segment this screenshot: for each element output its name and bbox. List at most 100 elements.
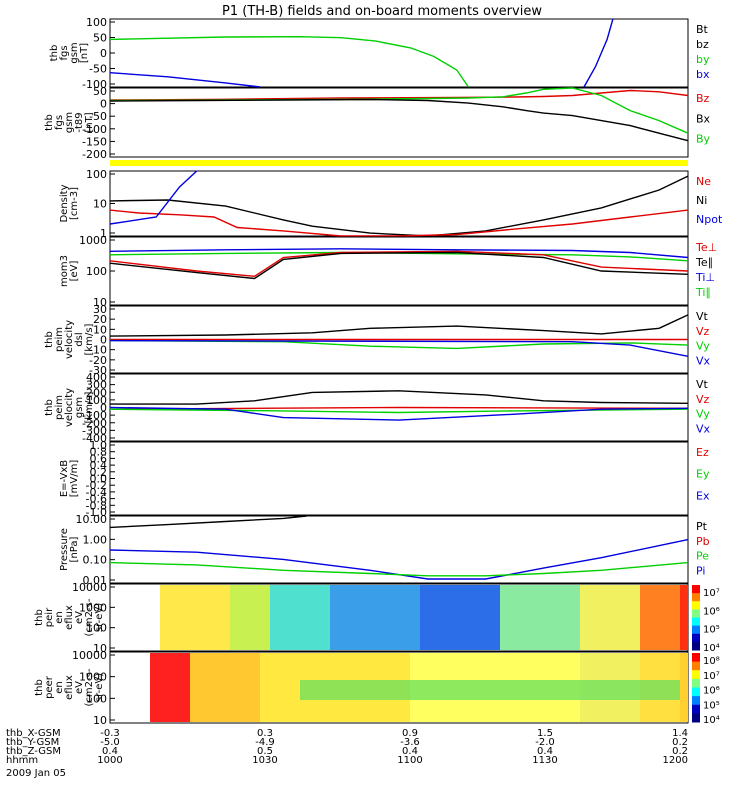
y-tick-label: 100: [86, 394, 107, 407]
y-tick-label: 30: [93, 303, 107, 316]
y-tick-label: -50: [89, 63, 107, 76]
y-tick-label: 100: [86, 168, 107, 181]
legend-entry: Ti∥: [695, 286, 711, 299]
colorbar-label: 10⁵: [703, 625, 720, 636]
colorbar-segment: [692, 687, 700, 697]
y-tick-label: 1.0: [90, 439, 108, 452]
y-axis-label: peim: [54, 327, 65, 352]
legend-entry: Pe: [696, 550, 709, 563]
y-tick-label: 0.4: [90, 459, 108, 472]
y-axis-label: en: [54, 611, 65, 624]
y-tick-label: 0.8: [90, 446, 108, 459]
colorbar-label: 10⁷: [703, 671, 720, 682]
y-tick-label: -0.4: [86, 486, 107, 499]
y-axis-label: (cm2-s-: [84, 598, 95, 636]
series-line: [109, 72, 261, 88]
y-tick-label: 200: [86, 386, 107, 399]
xaxis-row-label: thb_Z-GSM: [6, 746, 61, 757]
heatmap-band: [680, 585, 688, 650]
series-line: [109, 248, 689, 259]
legend-entry: Npot: [696, 213, 723, 226]
y-tick-label: -10: [89, 344, 107, 357]
xaxis-row-label: thb_X-GSM: [6, 728, 61, 739]
y-axis-label: [mV/m]: [69, 460, 80, 498]
y-tick-label: 0: [100, 402, 107, 415]
series-line: [109, 98, 689, 142]
xaxis-row-value: 0.3: [257, 728, 273, 739]
series-line: [110, 390, 689, 405]
colorbar-segment: [692, 670, 700, 680]
xaxis-row-value: -4.9: [255, 737, 275, 748]
legend-entry: Vz: [696, 393, 710, 406]
y-tick-label: 10.00: [76, 513, 108, 526]
series-line: [109, 175, 689, 237]
y-axis-label: [km/s]: [84, 391, 95, 423]
heatmap-band: [680, 653, 688, 722]
panel-frame: [109, 515, 689, 584]
xaxis-row-value: -2.0: [535, 737, 555, 748]
heatmap-band: [330, 585, 420, 650]
colorbar-segment: [692, 593, 700, 602]
y-tick-label: -1.0: [86, 506, 107, 519]
y-axis-label: velocity: [64, 320, 75, 359]
legend-entry: Te∥: [695, 256, 713, 269]
legend-entry: Ne: [696, 175, 711, 188]
xaxis-row-value: 0.5: [257, 746, 273, 757]
y-tick-label: 10000: [72, 649, 107, 662]
legend-entry: Pt: [696, 520, 708, 533]
series-line: [109, 170, 198, 225]
y-tick-label: 1.00: [83, 533, 108, 546]
y-axis-label: velocity: [64, 388, 75, 427]
colorbar-segment: [692, 713, 700, 723]
xaxis-row-value: 0.4: [102, 746, 118, 757]
xaxis-row-value: 0.9: [402, 728, 418, 739]
legend-entry: Vy: [696, 408, 710, 421]
y-tick-label: 10: [93, 323, 107, 336]
y-tick-label: 100: [86, 16, 107, 29]
colorbar-segment: [692, 678, 700, 688]
y-axis-label: eflux: [64, 605, 75, 630]
colorbar-segment: [692, 609, 700, 618]
legend-entry: Vy: [696, 340, 710, 353]
legend-entry: Bz: [696, 92, 710, 105]
colorbar-label: 10⁶: [703, 606, 720, 617]
y-tick-label: -100: [82, 123, 107, 136]
series-line: [583, 18, 614, 88]
xaxis-row-value: 0.2: [672, 737, 688, 748]
colorbar-segment: [692, 661, 700, 671]
xaxis-row-label: hhmm: [6, 755, 38, 766]
y-tick-label: 400: [86, 371, 107, 384]
y-axis-label: thb: [34, 609, 45, 626]
panel-frame: [109, 441, 689, 516]
legend-entry: Vt: [696, 310, 709, 323]
xaxis-row-value: 0.4: [537, 746, 553, 757]
legend-entry: Te⊥: [695, 241, 717, 254]
xaxis-row-value: 1.5: [537, 728, 553, 739]
y-tick-label: -100: [82, 78, 107, 91]
colorbar-label: 10⁴: [703, 643, 720, 654]
colorbar-label: 10⁷: [703, 588, 720, 599]
xaxis-row-value: 1130: [532, 755, 557, 766]
y-tick-label: 0.10: [83, 554, 108, 567]
y-axis-label: peer: [44, 675, 55, 699]
chart-title: P1 (TH-B) fields and on-board moments ov…: [222, 4, 542, 19]
colorbar-segment: [692, 633, 700, 643]
legend-entry: Vx: [696, 422, 711, 435]
colorbar-label: 10⁶: [703, 686, 720, 697]
y-axis-label: thb: [44, 331, 55, 348]
y-axis-label: Density: [59, 184, 70, 222]
series-line: [109, 87, 689, 134]
y-tick-label: -0.8: [86, 499, 107, 512]
xaxis-row-value: -3.6: [400, 737, 420, 748]
heatmap-band: [230, 585, 270, 650]
series-line: [109, 515, 307, 529]
y-tick-label: 10: [93, 714, 107, 727]
y-axis-label: [nT]: [84, 112, 95, 132]
xaxis-row-value: 0.2: [672, 746, 688, 757]
y-axis-label: (cm2-s-: [84, 668, 95, 706]
legend-entry: Bt: [696, 23, 709, 36]
xaxis-row-value: -5.0: [100, 737, 120, 748]
y-tick-label: -200: [82, 417, 107, 430]
y-tick-label: -300: [82, 424, 107, 437]
xaxis-row-value: 1000: [97, 755, 122, 766]
